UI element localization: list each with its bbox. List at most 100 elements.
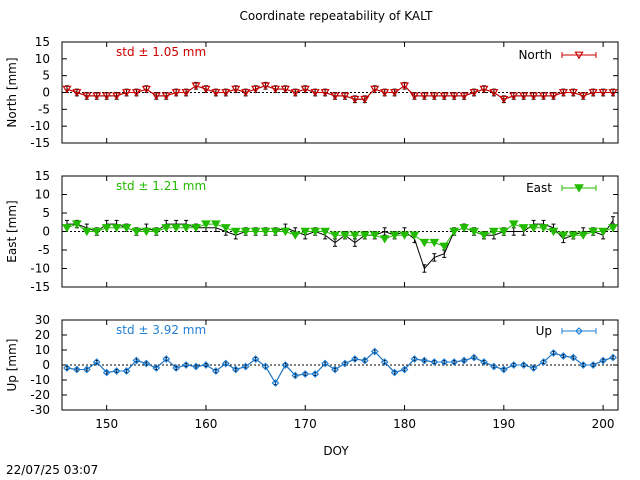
- data-point-east: [409, 231, 420, 240]
- std-annotation: std ± 3.92 mm: [116, 323, 206, 337]
- data-point-up: [251, 355, 260, 363]
- data-point-east: [280, 227, 291, 237]
- panels: 15 10 5 0 -5 -10 -15 North [mm] std ± 1.05 mm Nor…: [5, 35, 619, 431]
- data-point-north: [141, 85, 151, 94]
- data-point-east: [359, 231, 370, 240]
- data-point-east: [489, 227, 499, 237]
- y-tick-label: 15: [35, 169, 50, 183]
- data-point-north: [112, 92, 122, 101]
- data-point-north: [568, 89, 578, 97]
- data-point-up: [112, 367, 121, 375]
- data-point-north: [300, 85, 310, 94]
- data-point-east: [131, 227, 142, 237]
- data-point-up: [331, 365, 339, 374]
- x-axis-label: DOY: [323, 444, 349, 458]
- data-point-up: [122, 367, 131, 375]
- data-point-north: [231, 85, 241, 94]
- data-point-up: [380, 358, 389, 366]
- data-point-up: [559, 352, 568, 360]
- data-point-east: [558, 231, 569, 240]
- data-point-up: [609, 353, 617, 362]
- data-point-east: [379, 235, 390, 244]
- data-point-up: [92, 358, 101, 366]
- data-point-north: [82, 92, 92, 101]
- y-tick-label: -20: [30, 388, 50, 402]
- data-point-north: [390, 89, 400, 97]
- data-point-up: [321, 359, 329, 368]
- data-point-east: [439, 242, 450, 251]
- data-point-east: [528, 224, 539, 233]
- chart-title: Coordinate repeatability of KALT: [240, 9, 434, 23]
- data-point-north: [92, 92, 102, 101]
- y-tick-label: 0: [42, 86, 50, 100]
- data-point-north: [102, 92, 112, 101]
- data-point-east: [608, 224, 618, 233]
- data-point-up: [549, 349, 558, 357]
- data-point-up: [450, 358, 459, 366]
- data-point-up: [221, 359, 230, 368]
- data-point-up: [589, 361, 598, 369]
- data-point-up: [341, 359, 349, 368]
- y-tick-label: -10: [30, 262, 50, 276]
- data-point-north: [171, 89, 181, 97]
- data-point-north: [151, 92, 161, 101]
- data-point-up: [390, 368, 399, 377]
- data-point-east: [469, 227, 479, 237]
- data-point-north: [280, 85, 290, 94]
- data-point-east: [270, 227, 281, 237]
- data-point-up: [82, 365, 91, 374]
- data-point-up: [63, 364, 71, 372]
- data-point-east: [201, 220, 211, 229]
- data-point-north: [529, 92, 539, 101]
- y-tick-label: -5: [38, 243, 50, 257]
- data-point-up: [470, 353, 478, 362]
- data-point-east: [588, 227, 599, 237]
- data-point-east: [101, 224, 112, 233]
- data-point-up: [172, 364, 181, 372]
- data-point-up: [579, 361, 588, 369]
- data-point-north: [350, 95, 360, 104]
- data-point-east: [121, 224, 132, 233]
- data-point-up: [370, 347, 379, 356]
- y-tick-label: 30: [35, 313, 50, 327]
- std-annotation: std ± 1.21 mm: [116, 179, 206, 193]
- y-axis-label: East [mm]: [5, 200, 19, 262]
- data-point-up: [271, 379, 280, 387]
- data-point-north: [459, 92, 469, 101]
- data-point-up: [569, 353, 578, 362]
- legend-marker: [574, 51, 584, 60]
- data-point-north: [548, 92, 559, 101]
- data-point-east: [399, 231, 410, 240]
- data-point-east: [250, 227, 261, 237]
- data-point-north: [499, 95, 509, 104]
- data-point-north: [340, 92, 350, 101]
- y-tick-label: 10: [35, 52, 50, 66]
- legend-marker: [574, 184, 584, 193]
- data-point-east: [340, 231, 350, 240]
- data-point-up: [73, 365, 81, 374]
- data-point-north: [439, 92, 449, 101]
- data-point-up: [192, 362, 200, 371]
- data-point-east: [62, 224, 72, 233]
- data-point-north: [121, 89, 132, 97]
- y-tick-label: 10: [35, 188, 50, 202]
- data-point-up: [400, 365, 409, 374]
- data-point-up: [539, 358, 548, 366]
- data-point-north: [131, 89, 142, 97]
- data-point-east: [369, 231, 380, 240]
- data-point-east: [459, 224, 469, 233]
- x-tick-label: 200: [592, 417, 615, 431]
- data-point-up: [102, 368, 111, 377]
- data-point-north: [370, 85, 380, 94]
- data-point-east: [141, 227, 152, 237]
- data-point-up: [460, 356, 468, 365]
- data-point-north: [201, 85, 211, 94]
- data-point-up: [529, 364, 538, 372]
- data-point-east: [161, 224, 172, 233]
- data-point-east: [171, 224, 182, 233]
- y-tick-label: 0: [42, 225, 50, 239]
- data-point-east: [310, 227, 321, 237]
- legend-label: Up: [536, 324, 552, 338]
